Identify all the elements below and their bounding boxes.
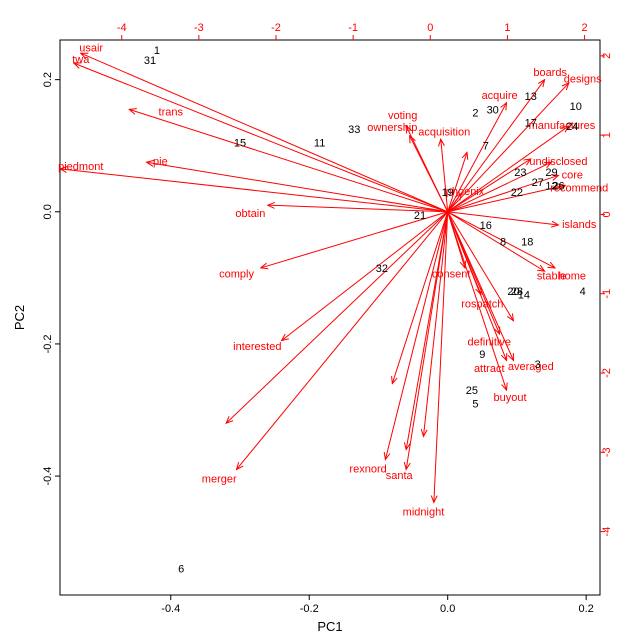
arrow-label: midnight — [403, 506, 445, 518]
right-tick-label: -1 — [601, 289, 613, 299]
point-label: 16 — [480, 220, 492, 232]
point-label: 22 — [511, 187, 523, 199]
point-label: 10 — [570, 101, 582, 113]
arrow-label: twa — [72, 54, 90, 66]
y-axis-title: PC2 — [12, 305, 27, 330]
point-label: 11 — [314, 137, 325, 149]
point-label: 7 — [483, 141, 489, 153]
point-label: 8 — [500, 237, 506, 249]
y-tick-label: 0.2 — [42, 72, 54, 87]
arrow-label: obtain — [235, 208, 265, 220]
top-tick-label: -2 — [271, 22, 281, 34]
top-tick-label: 2 — [582, 22, 588, 34]
point-label: 23 — [514, 167, 526, 179]
point-label: 24 — [566, 121, 578, 133]
biplot-arrow — [448, 212, 559, 225]
biplot-arrow — [147, 162, 448, 212]
plot-box — [60, 40, 600, 595]
point-label: 21 — [414, 210, 426, 222]
point-label: 3 — [535, 359, 541, 371]
arrow-label: rospatch — [461, 298, 503, 310]
arrow-label: undisclosed — [529, 156, 587, 168]
top-tick-label: -4 — [117, 22, 127, 34]
point-label: 30 — [487, 104, 499, 116]
biplot-arrow — [226, 212, 448, 423]
arrow-label: designs — [564, 74, 602, 86]
arrow-label: consent — [432, 269, 471, 281]
point-label: 27 — [532, 177, 544, 189]
arrow-label: santa — [386, 470, 414, 482]
point-label: 15 — [234, 137, 246, 149]
right-tick-label: -3 — [601, 447, 613, 457]
biplot-arrow — [406, 212, 448, 450]
arrow-label: pie — [153, 156, 168, 168]
arrow-label: interested — [233, 341, 281, 353]
arrow-label: core — [562, 169, 583, 181]
point-label: 32 — [376, 263, 388, 275]
biplot-arrow — [60, 169, 448, 212]
point-label: 18 — [521, 237, 533, 249]
point-label: 5 — [472, 398, 478, 410]
arrow-label: buyout — [493, 392, 526, 404]
arrow-label: home — [559, 271, 587, 283]
point-label: 13 — [525, 91, 537, 103]
point-label: 2 — [472, 108, 478, 120]
biplot-arrow — [282, 212, 448, 341]
arrow-label: merger — [202, 473, 237, 485]
biplot-arrow — [423, 212, 447, 437]
arrow-label: acquisition — [418, 127, 470, 139]
arrow-label: rexnord — [349, 463, 386, 475]
x-tick-label: 0.2 — [579, 603, 594, 615]
right-tick-label: 2 — [601, 53, 613, 59]
point-label: 26 — [552, 180, 564, 192]
biplot-arrow — [74, 63, 448, 212]
right-tick-label: -4 — [601, 527, 613, 537]
y-tick-label: -0.4 — [42, 467, 54, 486]
x-axis-title: PC1 — [317, 619, 342, 634]
arrow-label: boards — [533, 67, 567, 79]
arrow-label: attract — [474, 363, 505, 375]
right-tick-label: 1 — [601, 132, 613, 138]
x-tick-label: 0.0 — [440, 603, 455, 615]
point-label: 25 — [466, 385, 478, 397]
arrow-label: islands — [562, 219, 597, 231]
point-label: 9 — [479, 349, 485, 361]
arrow-label: voting — [388, 110, 417, 122]
arrow-label: trans — [159, 107, 184, 119]
point-label: 28 — [511, 286, 523, 298]
arrow-label: piedmont — [58, 161, 103, 173]
biplot-arrow — [385, 212, 447, 460]
point-label: 33 — [348, 124, 360, 136]
x-tick-label: -0.2 — [300, 603, 319, 615]
arrow-label: manufactures — [529, 120, 596, 132]
top-tick-label: -3 — [194, 22, 204, 34]
point-label: 17 — [525, 118, 537, 130]
x-tick-label: -0.4 — [161, 603, 180, 615]
arrow-label: comply — [219, 269, 254, 281]
point-label: 31 — [144, 55, 156, 67]
point-label: 6 — [178, 564, 184, 576]
top-tick-label: 1 — [504, 22, 510, 34]
point-label: 19 — [442, 187, 454, 199]
top-tick-label: 0 — [427, 22, 433, 34]
right-tick-label: 0 — [601, 211, 613, 217]
arrow-label: averaged — [508, 361, 554, 373]
point-label: 29 — [545, 167, 557, 179]
right-tick-label: -2 — [601, 368, 613, 378]
y-tick-label: -0.2 — [42, 334, 54, 353]
arrow-label: definitive — [468, 337, 511, 349]
arrow-label: ownership — [367, 122, 417, 134]
y-tick-label: 0.0 — [42, 204, 54, 219]
arrow-label: usair — [79, 43, 103, 55]
point-label: 4 — [580, 286, 586, 298]
arrow-label: acquire — [482, 90, 518, 102]
top-tick-label: -1 — [348, 22, 358, 34]
